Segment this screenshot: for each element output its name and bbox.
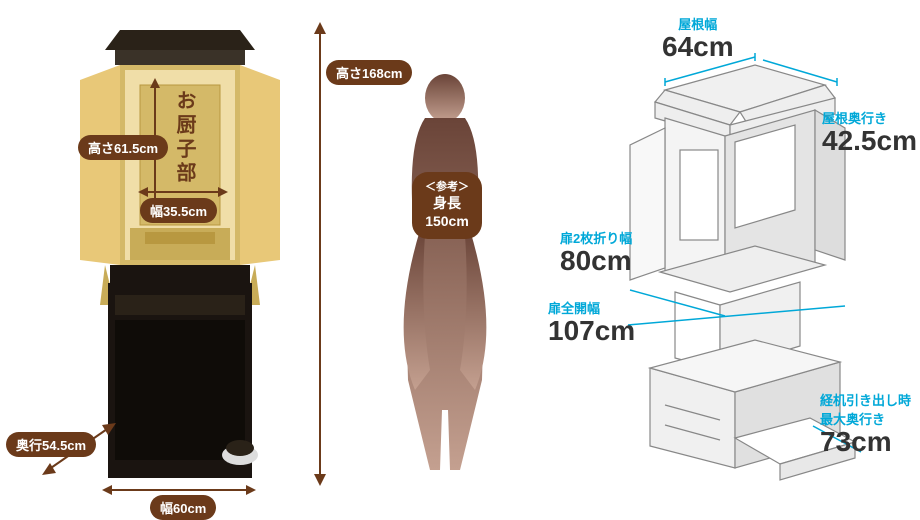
desk-label-1: 経机引き出し時 — [820, 390, 911, 409]
dim-door-full: 扉全開幅 107cm — [548, 298, 635, 345]
ref-height-value: 150cm — [422, 212, 472, 230]
badge-inner-height: 高さ61.5cm — [78, 135, 168, 160]
ref-height-label: 身長 — [422, 194, 472, 212]
dim-roof-width: 屋根幅 64cm — [662, 14, 734, 61]
arrow-total-height — [300, 20, 340, 490]
roof-depth-value: 42.5cm — [822, 127, 917, 155]
dim-door2: 扉2枚折り幅 80cm — [560, 228, 632, 275]
door-full-value: 107cm — [548, 317, 635, 345]
inner-shrine-name: お厨子部 — [170, 90, 199, 186]
dim-desk: 経机引き出し時 最大奥行き 73cm — [820, 390, 911, 456]
roof-width-value: 64cm — [662, 33, 734, 61]
badge-inner-width: 幅35.5cm — [140, 198, 217, 223]
badge-width: 幅60cm — [150, 495, 216, 520]
door2-value: 80cm — [560, 247, 632, 275]
person-silhouette — [370, 70, 520, 490]
badge-depth: 奥行54.5cm — [6, 432, 96, 457]
desk-value: 73cm — [820, 428, 911, 456]
dim-roof-depth: 屋根奥行き 42.5cm — [822, 108, 917, 155]
ref-label: ＜参考＞ — [425, 181, 469, 193]
reference-badge: ＜参考＞ 身長 150cm — [412, 172, 482, 239]
